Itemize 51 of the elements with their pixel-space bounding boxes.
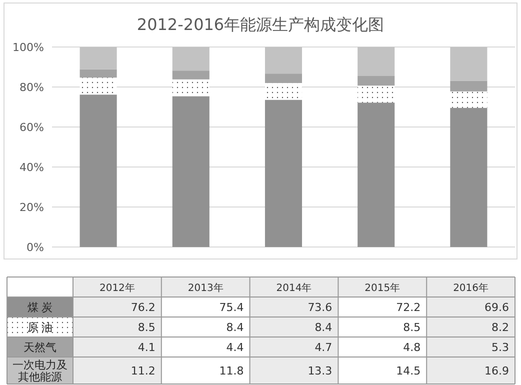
data-label: 8.4 [314,320,332,334]
data-label: 73.6 [308,300,332,314]
text: 煤 炭 [27,300,53,314]
bar [450,108,488,247]
x-tick-label: 2016年 [453,282,489,294]
bar [80,94,117,247]
text: 天然气 [24,340,56,354]
data-label: 8.5 [138,320,156,334]
bar [358,47,395,76]
data-label: 69.6 [484,300,509,314]
y-tick-label: 40% [20,160,44,174]
data-label: 11.2 [130,364,156,378]
data-label: 14.5 [396,364,421,378]
bar [80,69,117,78]
data-label: 13.3 [308,364,332,378]
data-label: 5.3 [492,340,509,354]
y-tick-label: 0% [26,240,44,254]
bar [358,76,395,86]
y-tick-label: 100% [12,40,44,54]
data-label: 16.9 [484,364,509,378]
y-tick-label: 80% [20,80,44,94]
data-label: 4.8 [403,340,421,354]
data-label: 4.4 [226,340,244,354]
data-label: 8.4 [226,320,244,334]
chart-title: 2012-2016年能源生产构成变化图 [136,15,384,34]
data-label: 76.2 [130,300,156,314]
data-label: 72.2 [396,300,421,314]
data-label: 4.7 [314,340,332,354]
bar [172,70,210,80]
x-tick-label: 2013年 [188,282,224,294]
data-label: 8.5 [403,320,421,334]
x-tick-label: 2014年 [276,282,312,294]
bar [264,47,302,74]
x-tick-label: 2015年 [364,282,400,294]
bar [450,80,488,92]
bar [80,47,117,70]
y-tick-label: 20% [20,200,44,214]
bar [358,102,395,247]
text: 一次电力及其他能源 [12,358,68,384]
data-label: 75.4 [219,300,244,314]
bar [450,47,488,81]
bar [264,100,302,247]
data-label: 4.1 [138,340,156,354]
data-label: 8.2 [492,320,509,334]
y-tick-label: 60% [20,120,44,134]
bar [172,47,210,71]
bar [264,74,302,83]
data-label: 11.8 [219,364,244,378]
x-tick-label: 2012年 [99,282,135,294]
text: 原 油 [27,320,53,334]
bar [172,96,210,247]
